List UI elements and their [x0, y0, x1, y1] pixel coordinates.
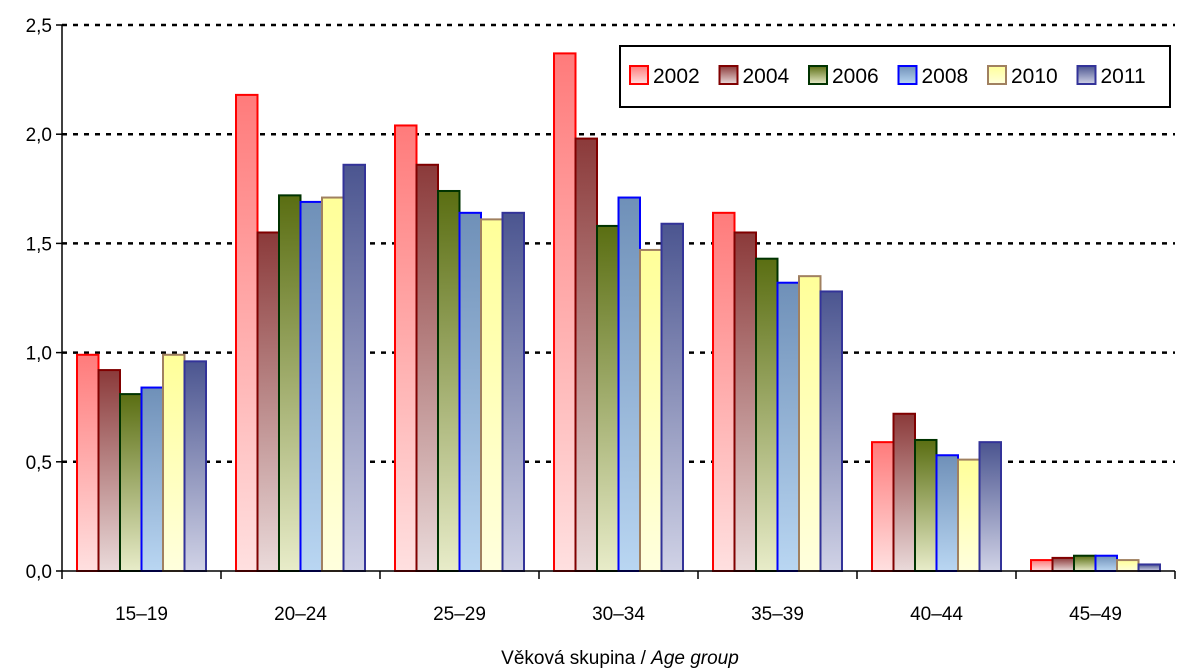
bar-2006-35–39	[755, 257, 779, 572]
legend-swatch-2006	[808, 65, 828, 85]
legend-label-2004: 2004	[743, 65, 790, 88]
legend-label-2008: 2008	[922, 65, 969, 88]
bar-2004-45–49	[1051, 556, 1075, 572]
bar-2011-25–29	[501, 211, 525, 572]
bar-2010-40–44	[957, 458, 981, 572]
y-tick-label: 2,5	[26, 16, 52, 37]
legend-label-2002: 2002	[653, 65, 700, 88]
bar-2010-35–39	[798, 275, 822, 572]
bar-2011-30–34	[660, 222, 684, 573]
bar-2008-20–24	[299, 200, 323, 573]
bar-2002-35–39	[712, 211, 736, 572]
legend-swatch-2011	[1076, 65, 1097, 85]
y-tick-label: 1,5	[26, 234, 52, 255]
bar-2002-20–24	[235, 93, 259, 572]
legend-swatch-2002	[629, 65, 649, 85]
x-tick-label: 40–44	[910, 604, 963, 625]
bar-2011-20–24	[342, 163, 366, 572]
bar-2011-45–49	[1137, 563, 1161, 572]
bar-2004-40–44	[892, 412, 916, 573]
bar-2006-20–24	[278, 194, 302, 573]
x-tick-label: 35–39	[751, 604, 804, 625]
bar-2002-30–34	[553, 52, 577, 572]
y-tick-label: 2,0	[26, 125, 52, 146]
x-tick-label: 45–49	[1069, 604, 1122, 625]
bar-2011-40–44	[978, 441, 1002, 573]
bar-2006-30–34	[596, 224, 620, 572]
legend-label-2006: 2006	[832, 65, 879, 88]
bar-2004-30–34	[574, 137, 598, 572]
bar-2010-30–34	[639, 248, 663, 572]
bars	[76, 52, 1161, 573]
bar-2002-45–49	[1030, 559, 1054, 573]
bar-2010-45–49	[1116, 559, 1140, 573]
bar-2004-15–19	[97, 369, 121, 572]
bar-2011-35–39	[819, 290, 843, 572]
bar-2004-25–29	[415, 163, 439, 572]
x-tick-label: 30–34	[592, 604, 645, 625]
bar-2010-20–24	[321, 196, 345, 572]
legend-label-2010: 2010	[1011, 65, 1058, 88]
bar-2008-30–34	[617, 196, 641, 572]
bar-2006-25–29	[437, 189, 461, 572]
bar-2008-25–29	[458, 211, 482, 572]
bar-2011-15–19	[183, 360, 207, 572]
bar-2006-40–44	[914, 438, 938, 572]
bar-2002-25–29	[394, 124, 418, 573]
legend: 2002 2004 2006 2008 2010 2011	[619, 45, 1171, 108]
legend-swatch-2004	[718, 65, 739, 85]
bar-2008-45–49	[1094, 554, 1118, 572]
x-tick-label: 15–19	[115, 604, 168, 625]
x-axis-label: Věková skupina / Age group	[501, 648, 739, 669]
bar-2008-15–19	[140, 386, 164, 572]
bar-2002-40–44	[871, 441, 895, 573]
y-tick-label: 0,0	[26, 562, 52, 583]
bar-2006-15–19	[119, 393, 143, 573]
bar-2008-40–44	[935, 454, 959, 572]
bar-2004-35–39	[733, 231, 757, 572]
bar-2010-15–19	[162, 353, 186, 572]
bar-2004-20–24	[256, 231, 280, 572]
x-tick-label: 20–24	[274, 604, 327, 625]
legend-swatch-2008	[897, 65, 918, 85]
axes: 0,0 0,5 1,0 1,5 2,0 2,5 15–19 20–24 25–29 30–34 35…	[26, 16, 1176, 625]
bar-2002-15–19	[76, 353, 100, 572]
legend-label-2011: 2011	[1101, 65, 1146, 88]
x-tick-label: 25–29	[433, 604, 486, 625]
bar-2010-25–29	[480, 218, 504, 572]
y-tick-label: 0,5	[26, 453, 52, 474]
legend-swatch-2010	[987, 65, 1007, 85]
y-tick-label: 1,0	[26, 344, 52, 365]
bar-2006-45–49	[1073, 554, 1097, 572]
bar-2008-35–39	[776, 281, 800, 572]
